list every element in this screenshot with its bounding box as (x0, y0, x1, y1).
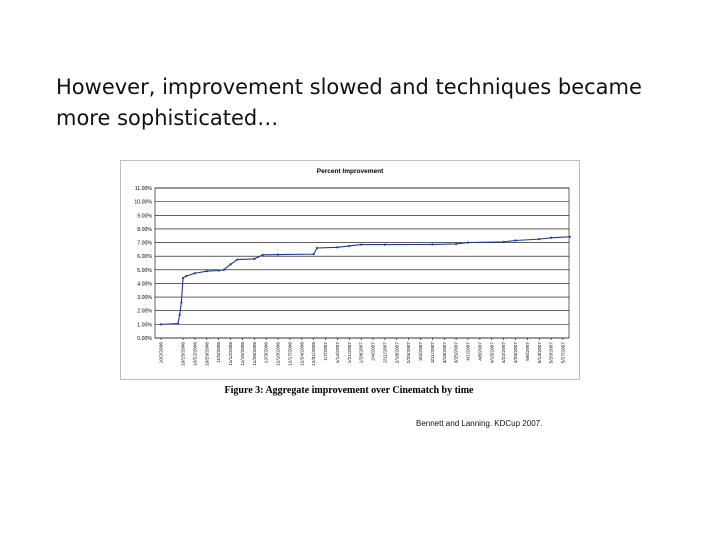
data-point (312, 253, 315, 256)
x-tick-label: 1/14/2007 (335, 342, 341, 364)
data-point (253, 257, 256, 261)
data-point (315, 246, 319, 250)
x-tick-label: 11/26/2006 (252, 342, 258, 366)
data-point (159, 323, 163, 326)
data-point (383, 243, 386, 246)
x-tick-label: 12/10/2006 (276, 342, 282, 366)
improvement-chart: Percent Improvement 0.00% 1.00% 2.00% 3.00%… (134, 168, 571, 366)
x-tick-label: 3/4/2007 (418, 342, 424, 361)
data-point (360, 243, 363, 246)
data-point (348, 244, 351, 248)
x-tick-label: 12/31/2006 (311, 342, 317, 366)
x-tick-label: 3/18/2007 (442, 342, 448, 364)
chart-title: Percent Improvement (317, 168, 384, 175)
figure-caption: Figure 3: Aggregate improvement over Cin… (224, 385, 474, 396)
series-line (160, 236, 570, 325)
y-tick-label: 0.00% (137, 336, 152, 342)
x-tick-label: 10/15/2006 (181, 342, 187, 366)
data-point (178, 313, 181, 316)
x-tick-label: 2/18/2007 (394, 342, 400, 364)
y-tick-label: 1.00% (137, 322, 152, 328)
data-point (568, 235, 571, 238)
data-point (261, 253, 264, 256)
data-point (181, 276, 185, 280)
x-tick-label: 4/22/2007 (501, 342, 507, 364)
x-tick-label: 5/6/2007 (525, 342, 531, 361)
data-point (336, 246, 339, 249)
x-tick-label: 12/17/2006 (287, 342, 293, 366)
y-tick-label: 5.00% (137, 268, 152, 274)
y-tick-label: 11.00% (135, 186, 153, 192)
x-tick-label: 2/25/2007 (406, 342, 412, 364)
x-tick-label: 4/1/2007 (466, 342, 472, 361)
x-tick-label: 5/13/2007 (537, 342, 543, 364)
y-tick-label: 3.00% (137, 295, 152, 301)
data-point (466, 241, 470, 244)
slide-title: However, improvement slowed and techniqu… (56, 72, 696, 134)
y-tick-label: 6.00% (137, 254, 152, 260)
data-point (180, 301, 183, 304)
y-tick-label: 8.00% (137, 227, 152, 233)
data-point (455, 242, 458, 246)
x-tick-label: 12/3/2006 (264, 342, 270, 364)
x-tick-label: 5/20/2007 (549, 342, 555, 364)
x-tick-label: 2/11/2007 (382, 342, 388, 363)
x-tick-label: 2/4/2007 (371, 342, 377, 361)
x-tick-label: 3/11/2007 (430, 342, 436, 363)
data-point (193, 272, 197, 275)
x-tick-label: 10/29/2006 (204, 342, 210, 366)
citation: Bennett and Lanning. KDCup 2007. (416, 419, 543, 428)
data-point (217, 269, 220, 272)
data-point (229, 263, 232, 266)
data-point (276, 253, 280, 256)
data-point (222, 268, 225, 271)
plot-area (154, 187, 570, 339)
data-point (185, 274, 188, 278)
x-tick-label: 1/28/2007 (359, 342, 365, 364)
y-tick-label: 7.00% (137, 241, 152, 247)
data-point (514, 239, 517, 242)
data-point (502, 240, 505, 243)
x-tick-label: 11/5/2006 (216, 342, 222, 363)
x-tick-label: 4/15/2007 (489, 342, 495, 364)
data-point (431, 243, 434, 246)
data-point (205, 270, 208, 273)
x-tick-label: 1/21/2007 (347, 342, 353, 364)
x-tick-label: 1/7/2007 (323, 342, 329, 361)
y-tick-label: 9.00% (137, 213, 152, 219)
data-point (176, 322, 180, 325)
slide-title-line-2: more sophisticated… (56, 106, 279, 130)
slide-title-line-1: However, improvement slowed and techniqu… (56, 75, 642, 99)
x-tick-label: 10/22/2006 (192, 342, 198, 366)
data-point (236, 258, 239, 261)
x-tick-label: 10/2/2006 (159, 342, 165, 364)
x-tick-label: 3/25/2007 (454, 342, 460, 364)
x-tick-label: 5/27/2007 (561, 342, 567, 364)
y-tick-label: 2.00% (137, 309, 152, 315)
y-tick-label: 4.00% (137, 281, 152, 287)
data-point (538, 238, 541, 241)
x-tick-label: 4/8/2007 (477, 342, 483, 361)
x-tick-label: 11/12/2006 (228, 342, 234, 366)
data-point (550, 236, 553, 239)
chart-figure: Percent Improvement 0.00% 1.00% 2.00% 3.00%… (120, 160, 580, 380)
x-tick-label: 4/29/2007 (513, 342, 519, 364)
x-tick-label: 12/24/2006 (299, 342, 305, 366)
x-tick-label: 11/19/2006 (240, 342, 246, 366)
y-tick-label: 10.00% (134, 200, 152, 206)
